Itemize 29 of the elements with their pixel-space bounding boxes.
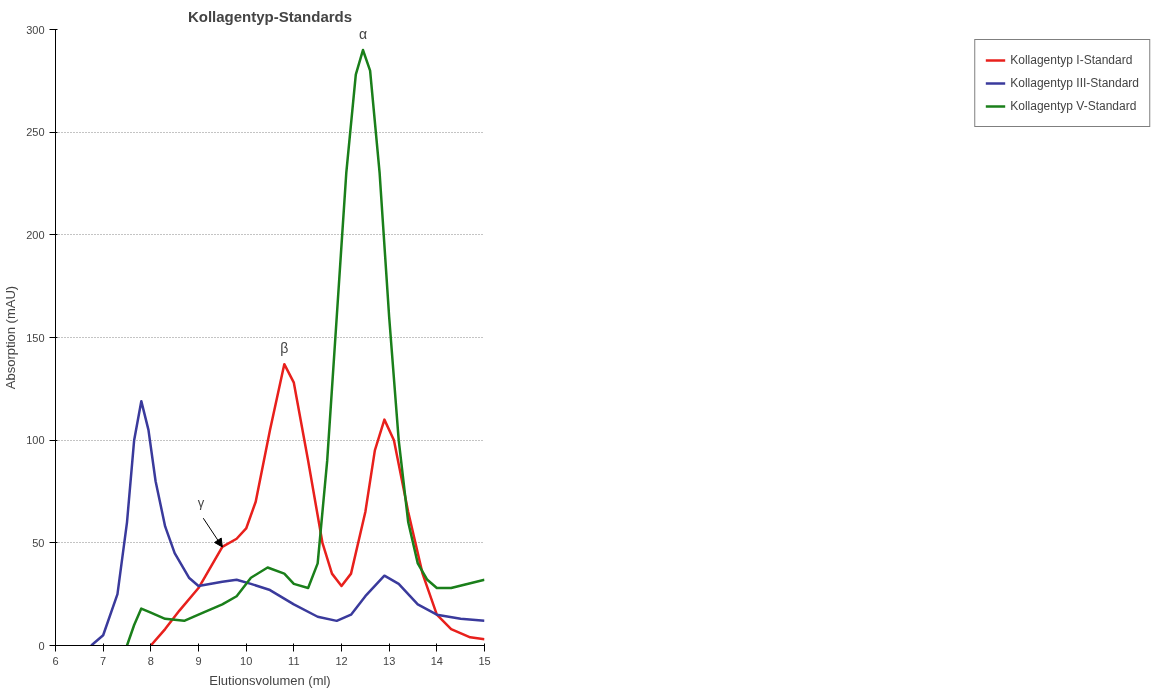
annotation: α	[358, 26, 367, 43]
y-tick-label: 0	[38, 639, 45, 652]
y-tick-label: 50	[32, 536, 45, 549]
y-tick-label: 200	[26, 228, 45, 241]
chart-title: Kollagentyp-Standards	[187, 7, 353, 25]
y-axis-title: Absorption (mAU)	[3, 285, 19, 390]
legend-label: Kollagentyp I-Standard	[1010, 53, 1133, 67]
annotation: β	[280, 340, 289, 357]
x-tick-label: 11	[288, 654, 300, 667]
line-series	[90, 399, 485, 646]
y-tick-label: 250	[26, 126, 45, 139]
x-tick-label: 10	[240, 654, 253, 667]
y-tick-label: 100	[26, 434, 45, 447]
legend-label: Kollagentyp V-Standard	[1010, 99, 1137, 113]
line-series	[149, 362, 485, 646]
x-tick-label: 6	[52, 654, 59, 667]
x-tick-label: 8	[147, 654, 154, 667]
x-tick-label: 12	[335, 654, 348, 667]
y-tick-label: 300	[26, 23, 45, 36]
legend-label: Kollagentyp III-Standard	[1010, 76, 1139, 90]
line-series	[125, 48, 485, 646]
x-tick-label: 13	[383, 654, 396, 667]
y-tick-label: 150	[26, 331, 45, 344]
x-tick-label: 14	[430, 654, 443, 667]
x-tick-label: 15	[478, 654, 491, 667]
annotation: γ	[197, 494, 205, 510]
x-tick-label: 9	[195, 654, 202, 667]
x-axis-title: Elutionsvolumen (ml)	[209, 672, 331, 688]
x-tick-label: 7	[100, 654, 107, 667]
